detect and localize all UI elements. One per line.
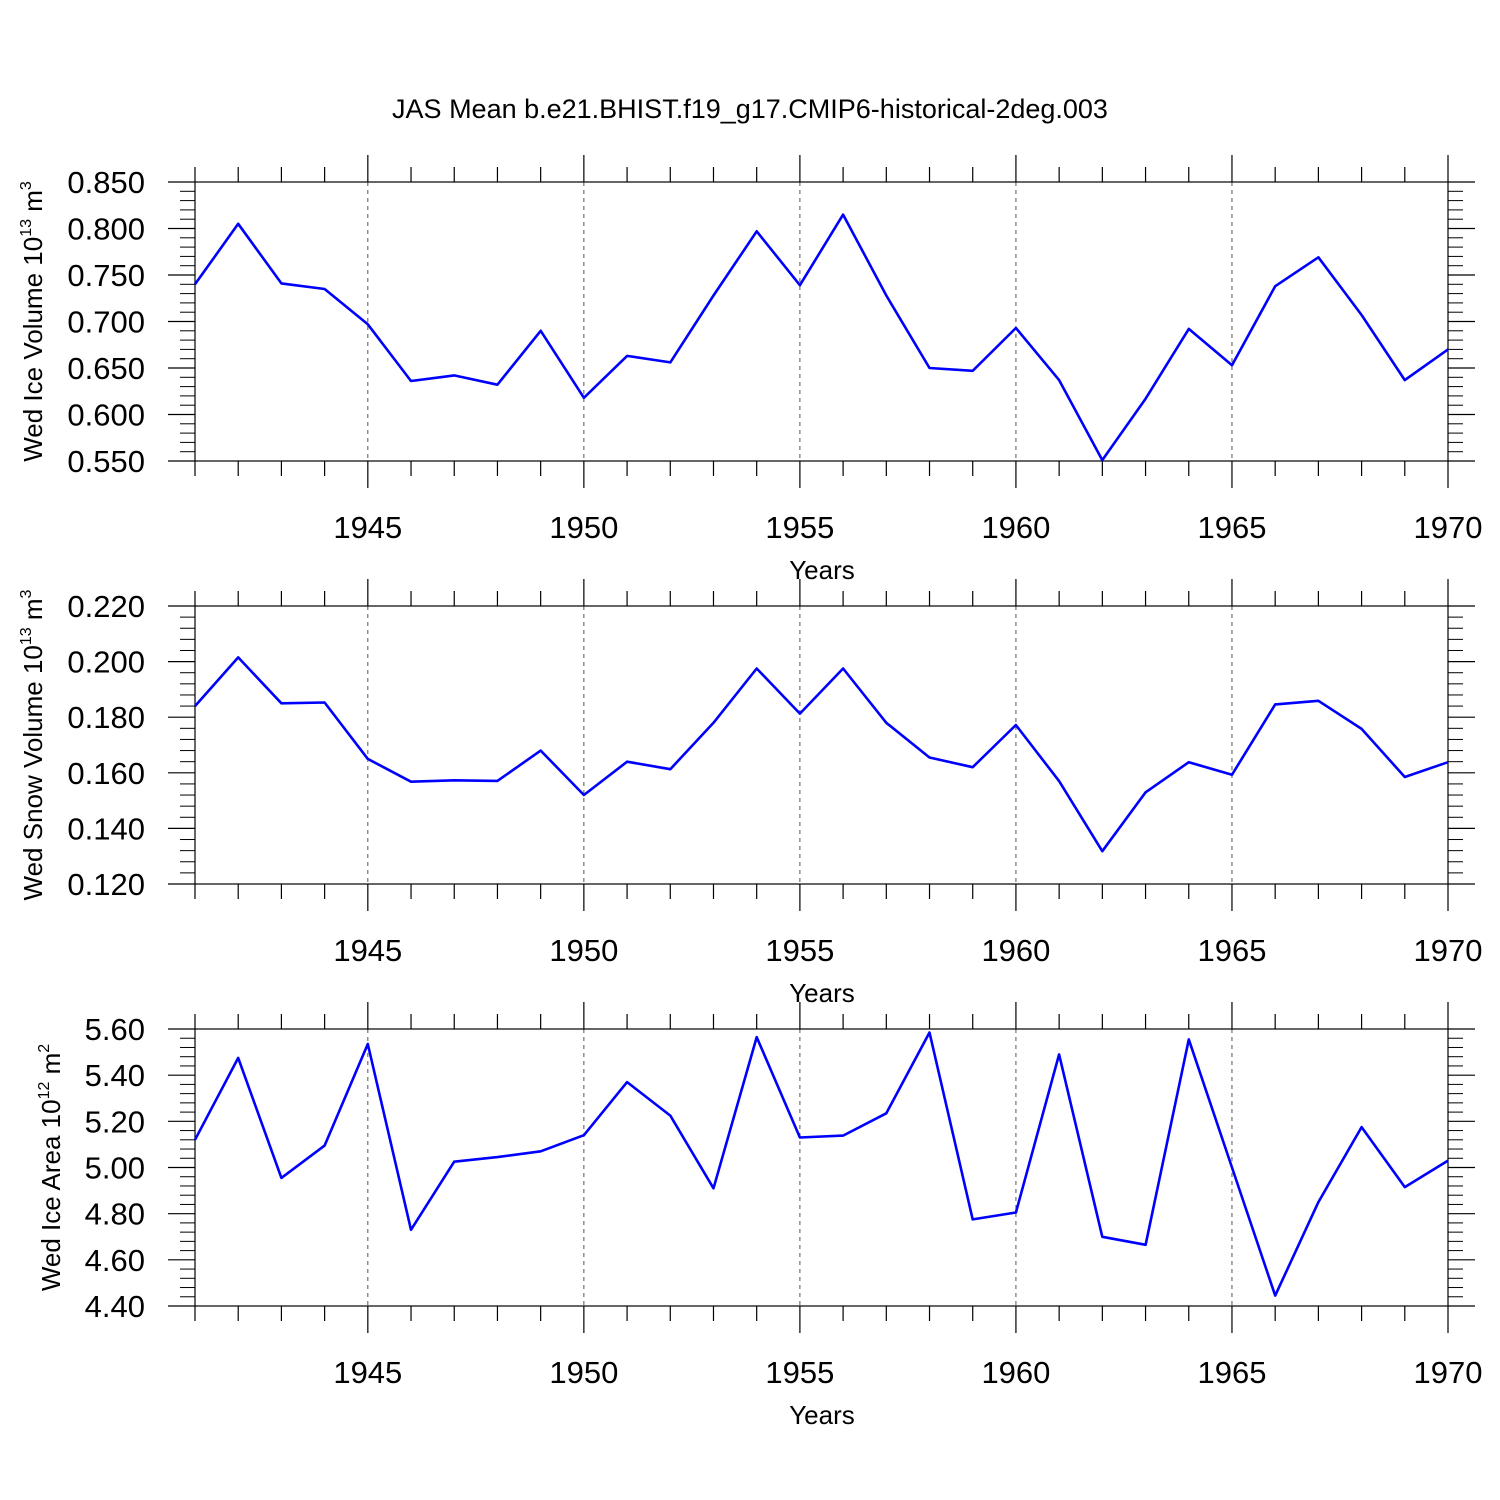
y-axis-label-text: m xyxy=(18,190,48,219)
y-tick-label: 0.600 xyxy=(67,398,145,433)
x-tick-label: 1970 xyxy=(1414,1355,1483,1390)
y-axis-label-text: Wed Ice Area 10 xyxy=(36,1099,66,1291)
y-tick-label: 0.180 xyxy=(67,700,145,735)
y-axis-label-superscript: 3 xyxy=(18,181,35,190)
y-tick-label: 0.220 xyxy=(67,589,145,624)
y-axis-label-text: m xyxy=(36,1053,66,1082)
plot-frame xyxy=(194,1028,1449,1307)
x-tick-label: 1965 xyxy=(1197,933,1266,968)
y-axis-label-text: Wed Snow Volume 10 xyxy=(18,645,48,900)
x-tick-label: 1960 xyxy=(981,510,1050,545)
x-tick-label: 1950 xyxy=(549,510,618,545)
y-tick-label: 5.40 xyxy=(85,1058,145,1093)
x-axis-label: Years xyxy=(789,1400,855,1430)
plot-frame xyxy=(194,181,1449,462)
chart-panel-2: 0.120 0.140 0.160 0.180 0.200 0.220 1945 1950 19… xyxy=(18,579,1482,1008)
y-axis-label: Wed Ice Volume 1013 m3 xyxy=(18,181,48,462)
y-tick-label: 0.750 xyxy=(67,258,145,293)
y-axis-label: Wed Ice Area 1012 m2 xyxy=(36,1044,66,1291)
data-series-line xyxy=(194,656,1449,853)
y-tick-label: 0.650 xyxy=(67,351,145,386)
figure-title: JAS Mean b.e21.BHIST.f19_g17.CMIP6-histo… xyxy=(392,94,1108,124)
x-tick-label: 1950 xyxy=(549,933,618,968)
x-tick-label: 1960 xyxy=(981,933,1050,968)
y-tick-label: 0.800 xyxy=(67,212,145,247)
x-tick-label: 1945 xyxy=(333,933,402,968)
x-tick-label: 1970 xyxy=(1414,933,1483,968)
x-axis-label: Years xyxy=(789,978,855,1008)
x-tick-label: 1970 xyxy=(1414,510,1483,545)
x-tick-label: 1955 xyxy=(765,1355,834,1390)
y-tick-label: 0.700 xyxy=(67,305,145,340)
y-tick-label: 0.120 xyxy=(67,867,145,902)
x-tick-label: 1955 xyxy=(765,510,834,545)
y-tick-label: 0.160 xyxy=(67,756,145,791)
x-axis-label: Years xyxy=(789,555,855,585)
data-series-line xyxy=(193,213,1449,462)
y-axis-label-superscript: 13 xyxy=(18,219,35,237)
y-tick-label: 5.00 xyxy=(85,1151,145,1186)
x-tick-label: 1945 xyxy=(333,1355,402,1390)
x-tick-label: 1965 xyxy=(1197,1355,1266,1390)
x-tick-label: 1960 xyxy=(981,1355,1050,1390)
y-axis-label-text: m xyxy=(18,598,48,627)
y-axis-label: Wed Snow Volume 1013 m3 xyxy=(18,589,48,900)
y-tick-label: 0.200 xyxy=(67,645,145,680)
x-tick-label: 1945 xyxy=(333,510,402,545)
y-tick-label: 5.60 xyxy=(85,1012,145,1047)
y-tick-label: 5.20 xyxy=(85,1104,145,1139)
y-axis-label-superscript: 13 xyxy=(18,627,35,645)
y-tick-label: 0.550 xyxy=(67,444,145,479)
y-axis-label-superscript: 3 xyxy=(18,589,35,598)
y-tick-label: 4.80 xyxy=(85,1197,145,1232)
data-series-line xyxy=(193,1031,1449,1297)
x-tick-label: 1950 xyxy=(549,1355,618,1390)
y-tick-label: 4.40 xyxy=(85,1289,145,1324)
chart-panel-1: 0.550 0.600 0.650 0.700 0.750 0.800 0.850 1945 1… xyxy=(18,155,1482,585)
x-tick-label: 1955 xyxy=(765,933,834,968)
y-axis-label-superscript: 2 xyxy=(36,1044,53,1053)
y-tick-label: 0.140 xyxy=(67,811,145,846)
y-axis-label-text: Wed Ice Volume 10 xyxy=(18,237,48,462)
x-tick-label: 1965 xyxy=(1197,510,1266,545)
plot-frame xyxy=(194,605,1449,885)
chart-panel-3: 4.40 4.60 4.80 5.00 5.20 5.40 5.60 1945 1950 1955… xyxy=(36,1002,1482,1430)
y-tick-label: 4.60 xyxy=(85,1243,145,1278)
y-axis-label-superscript: 12 xyxy=(36,1082,53,1100)
y-tick-label: 0.850 xyxy=(67,165,145,200)
